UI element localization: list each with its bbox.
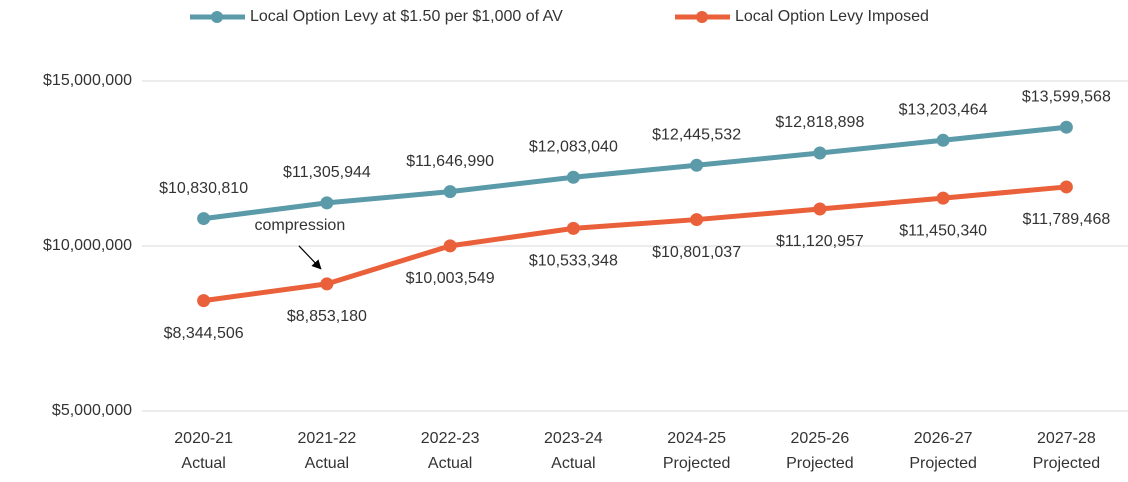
y-tick-label: $5,000,000 (52, 402, 132, 419)
x-tick-label: Projected (663, 455, 731, 472)
data-label: $11,646,990 (406, 153, 494, 170)
point (813, 146, 827, 160)
data-label: $13,599,568 (1022, 88, 1111, 105)
data-label: $12,083,040 (529, 138, 618, 155)
annotation: compression (255, 217, 346, 234)
point (197, 294, 211, 308)
data-label: $10,003,549 (406, 270, 495, 287)
x-tick-label: 2023-24 (544, 430, 603, 447)
data-label: $12,818,898 (775, 114, 864, 131)
x-tick-label: Projected (786, 455, 854, 472)
point (566, 221, 580, 235)
series-line (203, 124, 1067, 222)
x-tick-label: Actual (428, 455, 472, 472)
series-line (203, 184, 1067, 304)
x-tick-label: Projected (909, 455, 977, 472)
point (197, 212, 211, 226)
x-tick-label: 2026-27 (914, 430, 973, 447)
x-tick-label: Actual (551, 455, 595, 472)
x-tick-label: Projected (1033, 455, 1101, 472)
point (566, 170, 580, 184)
data-label: $10,533,348 (529, 253, 618, 270)
point (320, 196, 334, 210)
point (1059, 180, 1073, 194)
point (936, 191, 950, 205)
legend-marker (211, 11, 223, 23)
y-tick-label: $15,000,000 (43, 72, 132, 89)
data-label: $8,344,506 (164, 325, 244, 342)
data-label: $11,120,957 (776, 233, 864, 250)
point (936, 133, 950, 147)
x-tick-label: 2020-21 (174, 430, 233, 447)
data-label: $11,450,340 (899, 222, 987, 239)
data-label: $10,801,037 (652, 244, 741, 261)
x-tick-label: 2022-23 (421, 430, 480, 447)
point (320, 277, 334, 291)
y-tick-label: $10,000,000 (43, 237, 132, 254)
data-label: $13,203,464 (899, 102, 988, 119)
legend-label: Local Option Levy at $1.50 per $1,000 of… (250, 8, 563, 25)
point (443, 185, 457, 199)
x-tick-label: 2021-22 (298, 430, 357, 447)
point (813, 202, 827, 216)
data-label: $11,789,468 (1022, 211, 1110, 228)
data-label: $8,853,180 (287, 308, 367, 325)
data-label: $12,445,532 (652, 127, 741, 144)
point (1059, 120, 1073, 134)
annotation-arrow (298, 245, 322, 270)
legend-marker (696, 11, 708, 23)
x-tick-label: Actual (305, 455, 349, 472)
x-tick-label: 2025-26 (791, 430, 850, 447)
data-label: $10,830,810 (159, 180, 248, 197)
data-label: $11,305,944 (283, 164, 371, 181)
point (690, 213, 704, 227)
x-tick-label: Actual (181, 455, 225, 472)
point (690, 158, 704, 172)
legend-label: Local Option Levy Imposed (735, 8, 929, 25)
x-tick-label: 2027-28 (1037, 430, 1096, 447)
x-tick-label: 2024-25 (667, 430, 726, 447)
point (443, 239, 457, 253)
